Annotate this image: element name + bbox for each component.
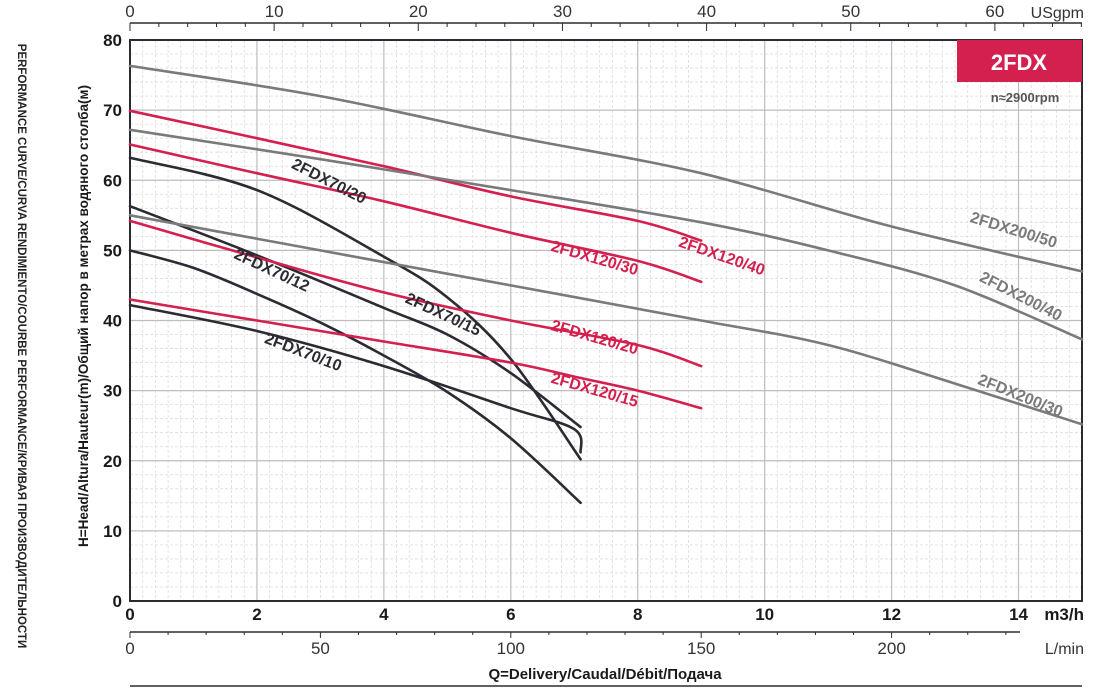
x-axis-title: Q=Delivery/Caudal/Débit/Подача [488,666,722,683]
x-tick-label: 6 [506,605,515,624]
usgpm-tick-label: 60 [985,2,1004,21]
x-tick-label: 10 [755,605,774,624]
y-tick-label: 70 [103,101,122,120]
y-tick-label: 20 [103,452,122,471]
x-tick-label: 0 [125,605,134,624]
usgpm-tick-label: 50 [841,2,860,21]
x-tick-label: 4 [379,605,389,624]
usgpm-ticks: 0 10 20 30 40 50 60 [125,2,1082,31]
curve-2fdx70-12 [128,249,582,505]
curve-2fdx120-15 [128,298,703,410]
x-tick-label: 12 [882,605,901,624]
curve-2fdx200-30 [128,214,1084,426]
y-tick-label: 80 [103,31,122,50]
y-tick-label: 30 [103,382,122,401]
x-ticks: 0 2 4 6 8 10 12 14 [125,605,1028,624]
y-ticks: 0 10 20 30 40 50 60 70 80 [103,31,122,611]
lmin-tick-label: 200 [877,639,905,658]
y-axis-title: H=Head/Altura/Hauteur(m)/Общий напор в м… [76,85,91,547]
curves [128,64,1084,505]
speed-label: n≈2900rpm [991,90,1060,105]
usgpm-tick-label: 20 [409,2,428,21]
curve-2fdx70-10 [128,303,583,454]
lmin-tick-label: 0 [125,639,134,658]
lmin-unit: L/min [1045,641,1084,658]
x-tick-label: 8 [633,605,642,624]
y-tick-label: 40 [103,312,122,331]
curve-2fdx70-20 [128,156,582,461]
m3h-unit: m3/h [1044,605,1084,624]
curve-2fdx70-15 [128,204,582,429]
lmin-tick-label: 100 [497,639,525,658]
lmin-tick-label: 150 [687,639,715,658]
grid-major [130,40,1082,601]
curve-2fdx120-30 [128,143,703,284]
side-title: PERFORMANCE CURVE/CURVA RENDIMIENTO/COUR… [15,44,27,648]
y-tick-label: 10 [103,522,122,541]
usgpm-tick-label: 10 [265,2,284,21]
y-tick-label: 0 [113,592,122,611]
usgpm-tick-label: 40 [697,2,716,21]
lmin-ticks: 0 50 100 150 200 [125,632,1007,658]
model-badge [957,40,1082,82]
usgpm-tick-label: 0 [125,2,134,21]
x-tick-label: 14 [1009,605,1028,624]
x-tick-label: 2 [252,605,261,624]
y-tick-label: 60 [103,171,122,190]
curve-2fdx200-40 [128,128,1084,341]
usgpm-unit: USgpm [1031,5,1084,22]
usgpm-tick-label: 30 [553,2,572,21]
plot-frame [129,39,1083,602]
curve-2fdx120-20 [128,219,703,368]
curve-2fdx200-50 [128,64,1084,273]
lmin-tick-label: 50 [311,639,330,658]
y-tick-label: 50 [103,241,122,260]
model-badge-text: 2FDX [991,50,1048,75]
